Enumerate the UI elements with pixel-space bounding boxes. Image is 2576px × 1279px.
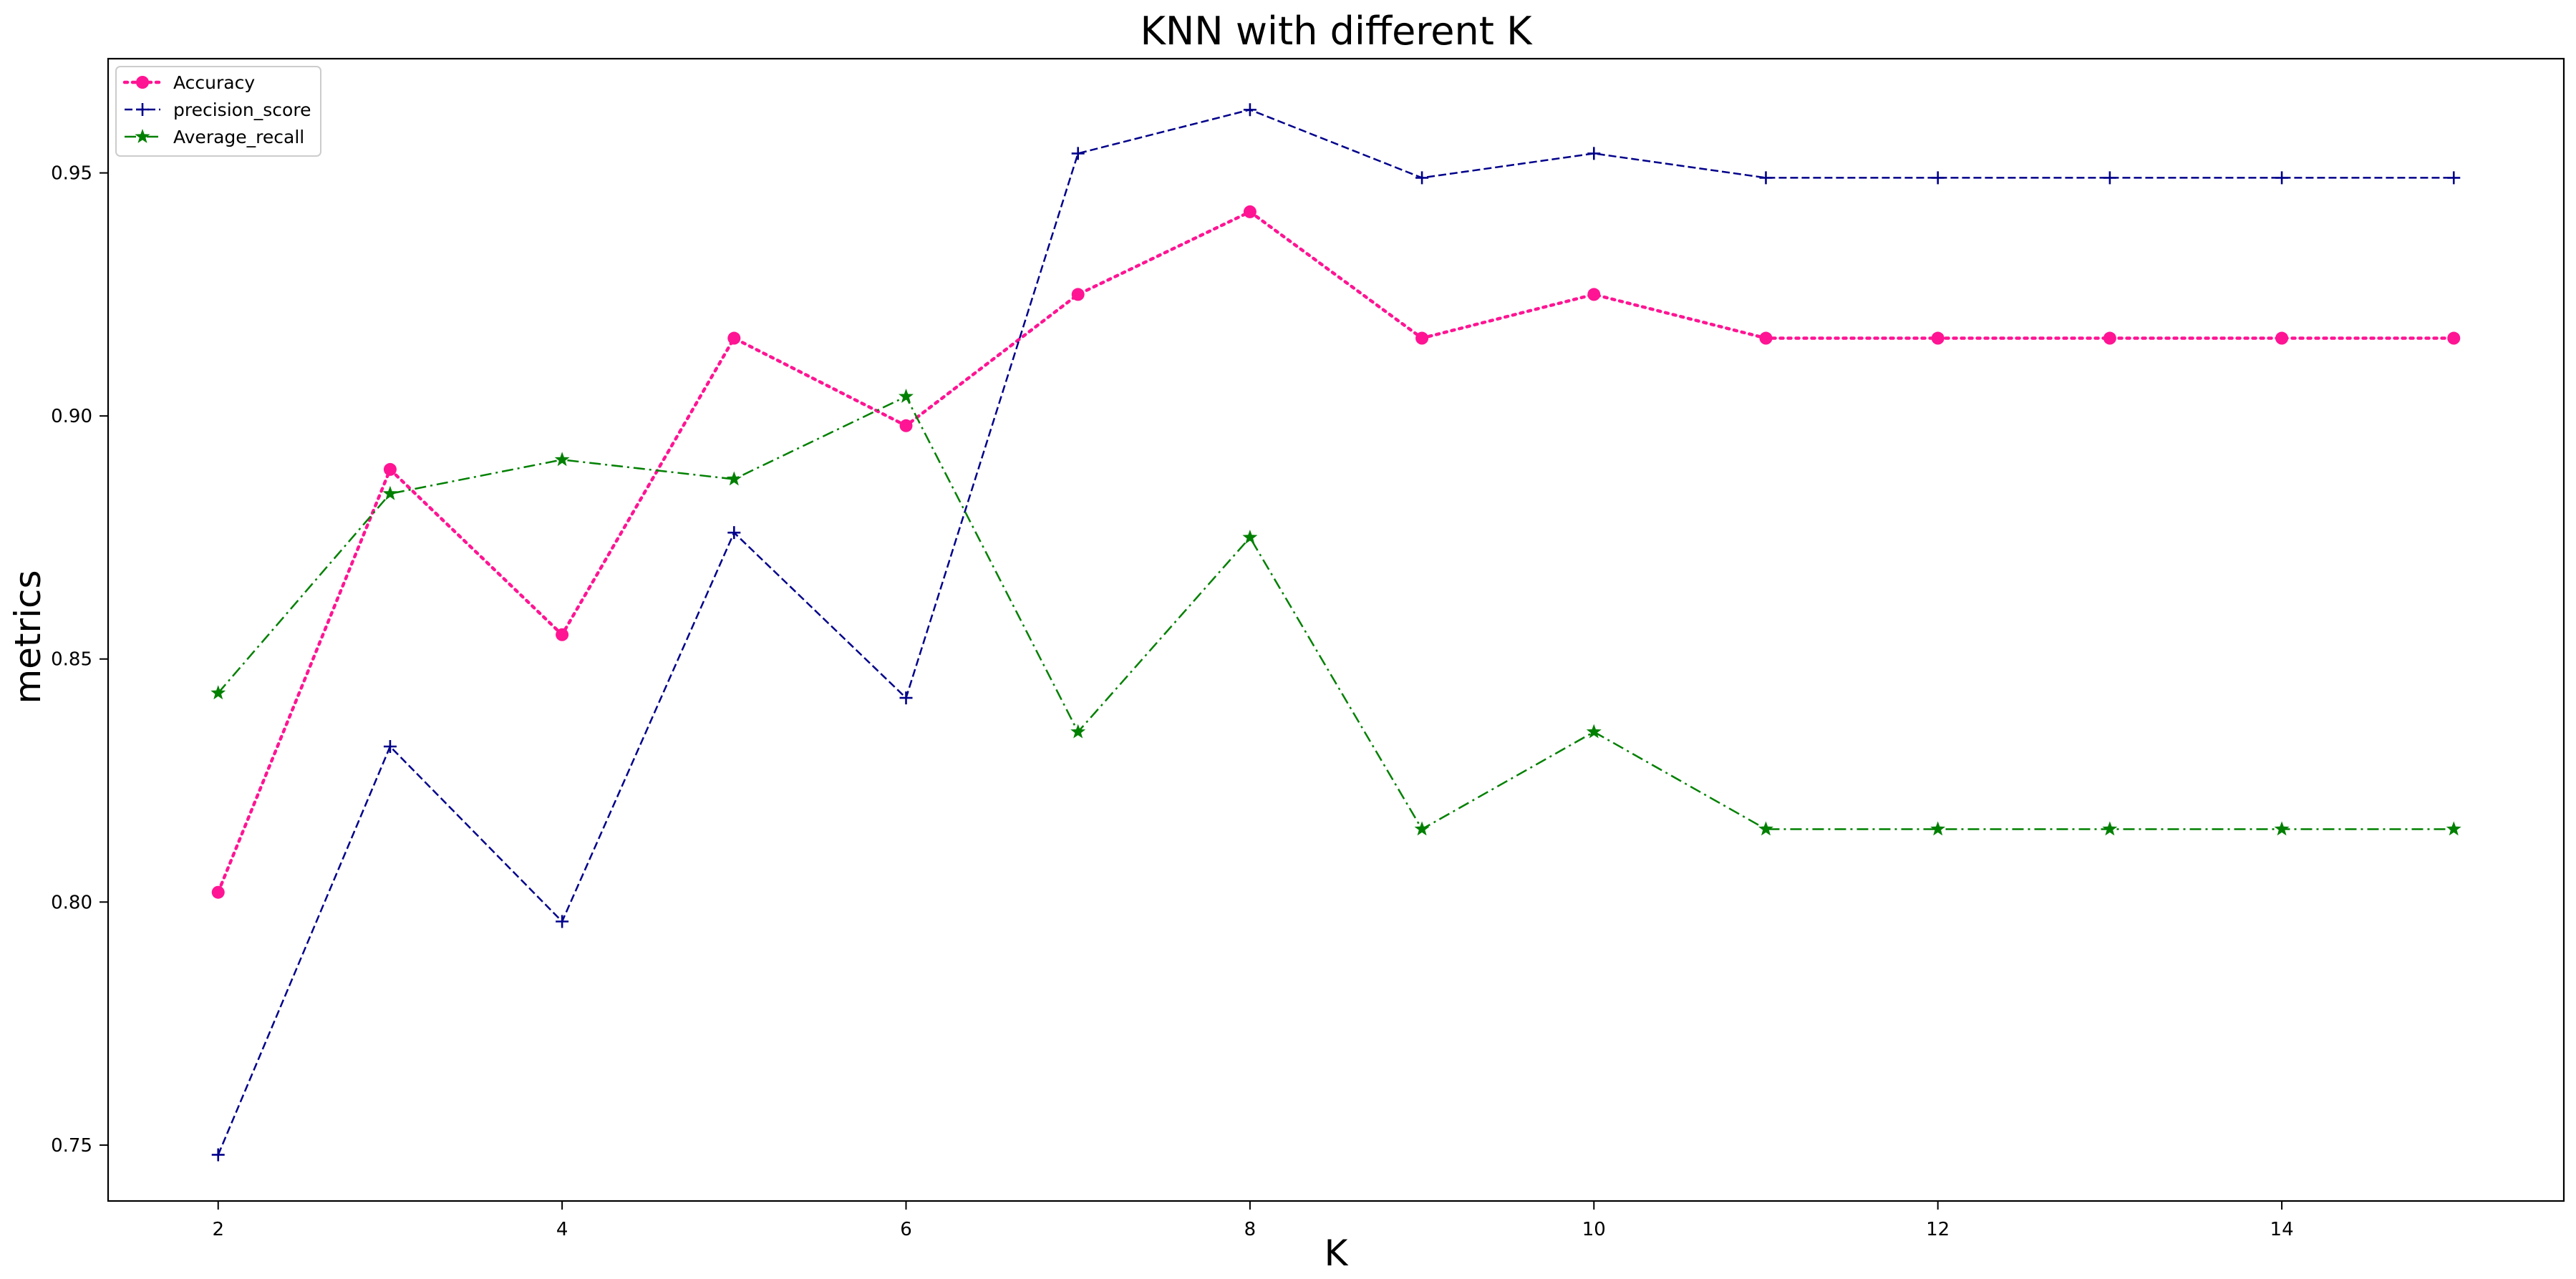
data-point-precision-score <box>1071 147 1085 160</box>
legend-marker-accuracy <box>136 76 149 89</box>
data-point-average-recall <box>2102 821 2118 836</box>
data-point-accuracy <box>1243 205 1256 218</box>
data-point-accuracy <box>2103 331 2116 345</box>
data-point-average-recall <box>2446 821 2461 836</box>
y-axis-label: metrics <box>7 570 49 704</box>
y-tick-label: 0.75 <box>51 1135 92 1157</box>
data-point-average-recall <box>1414 821 1430 836</box>
data-point-average-recall <box>1070 724 1086 739</box>
data-point-precision-score <box>1931 171 1945 185</box>
data-point-average-recall <box>210 685 226 700</box>
data-point-precision-score <box>556 915 569 928</box>
data-point-accuracy <box>727 331 741 345</box>
data-point-precision-score <box>1759 171 1773 185</box>
data-point-accuracy <box>899 419 913 432</box>
legend-label-accuracy: Accuracy <box>173 72 255 93</box>
data-point-precision-score <box>2275 171 2289 185</box>
chart-title: KNN with different K <box>1140 9 1533 54</box>
data-point-precision-score <box>2103 171 2116 185</box>
data-point-average-recall <box>1930 821 1946 836</box>
data-point-accuracy <box>2275 331 2289 345</box>
legend-label-average-recall: Average_recall <box>173 127 304 147</box>
data-point-accuracy <box>2447 331 2461 345</box>
x-tick-label: 4 <box>556 1219 568 1240</box>
data-point-precision-score <box>1415 171 1429 185</box>
axes-frame <box>107 57 2565 1202</box>
data-point-precision-score <box>383 740 397 753</box>
y-tick-label: 0.85 <box>51 649 92 671</box>
x-tick-label: 14 <box>2270 1219 2294 1240</box>
data-point-accuracy <box>556 628 569 641</box>
data-point-precision-score <box>899 691 913 705</box>
data-point-accuracy <box>383 462 397 476</box>
data-point-precision-score <box>727 526 741 540</box>
x-tick-label: 8 <box>1244 1219 1256 1240</box>
data-point-accuracy <box>211 885 225 899</box>
x-tick-label: 12 <box>1926 1219 1950 1240</box>
legend-marker-average-recall <box>135 129 150 143</box>
x-tick-label: 2 <box>212 1219 224 1240</box>
data-point-average-recall <box>726 471 742 486</box>
data-point-average-recall <box>382 485 398 500</box>
legend-marker-precision-score <box>136 103 149 116</box>
data-point-precision-score <box>2447 171 2461 185</box>
data-point-precision-score <box>1587 147 1601 160</box>
y-tick-label: 0.80 <box>51 892 92 913</box>
data-point-accuracy <box>1759 331 1773 345</box>
series-line-average-recall <box>217 395 2454 831</box>
data-point-average-recall <box>1758 821 1773 836</box>
data-point-precision-score <box>211 1148 225 1162</box>
data-point-accuracy <box>1931 331 1945 345</box>
legend: Accuracy precision_score Average_recall <box>115 66 321 157</box>
series-line-accuracy <box>216 210 2456 894</box>
data-point-accuracy <box>1415 331 1429 345</box>
data-point-accuracy <box>1587 288 1601 301</box>
data-point-average-recall <box>899 389 914 403</box>
data-point-average-recall <box>554 452 570 467</box>
data-point-average-recall <box>2274 821 2290 836</box>
plot-area: 2 4 6 8 10 12 14 0.75 0.80 0.85 0.90 0.95 <box>51 57 2565 1240</box>
data-point-average-recall <box>1586 724 1602 739</box>
series-line-precision-score <box>217 108 2454 1155</box>
data-point-precision-score <box>1243 103 1256 117</box>
legend-label-precision-score: precision_score <box>173 99 311 120</box>
legend-box <box>115 66 321 157</box>
x-axis-label: K <box>1325 1232 1349 1274</box>
data-point-accuracy <box>1071 288 1085 301</box>
x-tick-label: 6 <box>900 1219 912 1240</box>
y-tick-label: 0.90 <box>51 406 92 427</box>
y-tick-label: 0.95 <box>51 163 92 185</box>
data-point-average-recall <box>1242 530 1258 544</box>
x-tick-label: 10 <box>1582 1219 1606 1240</box>
